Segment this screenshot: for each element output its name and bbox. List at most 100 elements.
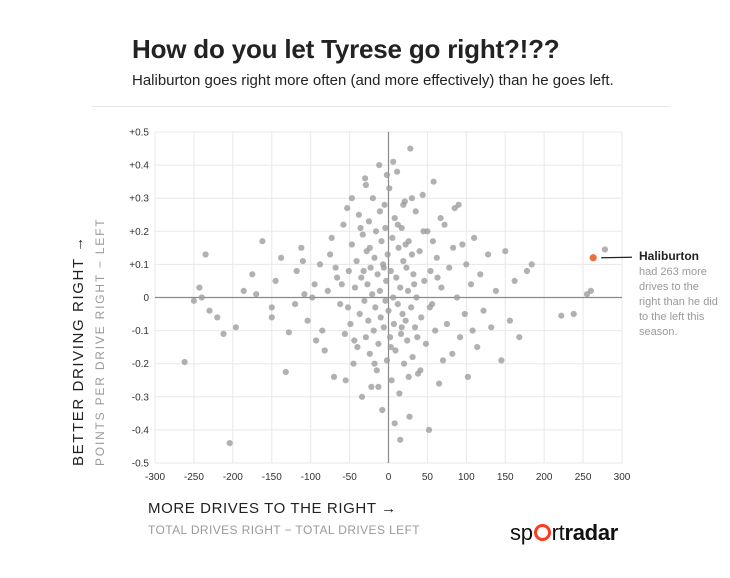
data-point: [387, 267, 394, 275]
data-point: [516, 334, 523, 341]
data-point: [405, 373, 412, 380]
data-point: [402, 317, 409, 324]
data-point: [382, 224, 389, 232]
data-point: [348, 195, 355, 202]
data-point: [311, 281, 318, 288]
data-point: [282, 368, 289, 376]
data-point: [380, 324, 387, 331]
data-point: [498, 357, 505, 364]
data-point: [272, 277, 279, 284]
data-point: [304, 317, 311, 324]
data-point: [327, 251, 334, 258]
data-point: [427, 267, 434, 275]
data-point: [426, 304, 433, 311]
data-point: [362, 334, 369, 341]
data-point: [370, 327, 377, 334]
data-point: [383, 171, 390, 179]
data-point: [362, 175, 369, 182]
x-tick-label: 0: [386, 472, 392, 483]
data-point: [384, 251, 391, 258]
data-point: [411, 324, 419, 331]
data-point: [355, 211, 362, 218]
data-point: [357, 224, 364, 232]
x-tick-label: -150: [262, 472, 282, 483]
data-point: [528, 261, 535, 268]
y-tick-labels: -0.5 -0.4 -0.3 -0.2 -0.1 0 +0.1 +0.2 +0.3 +0.4 +0.…: [129, 128, 149, 470]
data-point: [449, 350, 456, 357]
data-point: [190, 297, 197, 304]
data-point: [341, 330, 348, 337]
data-point: [214, 314, 221, 321]
data-point: [419, 191, 426, 198]
data-point: [434, 274, 441, 281]
data-point: [390, 294, 397, 301]
data-point: [374, 271, 381, 278]
data-point: [371, 360, 378, 367]
y-tick-label: +0.4: [129, 161, 149, 172]
data-point: [332, 264, 339, 271]
y-axis-subtitle: POINTS PER DRIVE RIGHT − LEFT: [93, 217, 107, 466]
data-point: [358, 393, 366, 400]
data-point: [469, 327, 476, 334]
data-point: [394, 221, 401, 228]
data-point: [443, 320, 450, 328]
data-point: [397, 330, 405, 337]
data-point: [397, 284, 404, 291]
data-point: [441, 221, 448, 228]
data-point: [301, 291, 308, 298]
data-point: [400, 258, 407, 265]
data-point: [430, 178, 437, 185]
data-point: [409, 354, 416, 361]
y-tick-label: -0.1: [132, 326, 150, 337]
data-point: [365, 317, 372, 324]
data-point: [463, 261, 470, 268]
data-point: [395, 244, 402, 251]
data-point: [181, 358, 188, 366]
data-point: [502, 248, 509, 255]
data-point: [467, 281, 475, 288]
data-point: [387, 334, 394, 341]
data-point: [383, 277, 390, 284]
data-point: [399, 310, 406, 318]
x-tick-labels: -300 -250 -200 -150 -100 -50 0 50 100 150 200 250 30…: [145, 472, 631, 483]
data-point: [414, 334, 421, 341]
x-tick-label: 150: [497, 472, 514, 483]
data-point: [348, 241, 355, 248]
data-point: [360, 267, 367, 275]
data-point: [376, 287, 383, 294]
data-point: [351, 337, 358, 344]
data-point: [453, 294, 461, 301]
data-point: [425, 426, 433, 433]
data-point: [450, 244, 457, 251]
data-point: [439, 357, 447, 364]
data-point: [321, 347, 328, 354]
data-point: [401, 360, 408, 367]
data-point: [471, 234, 478, 241]
data-point: [356, 310, 363, 318]
y-tick-label: +0.1: [129, 260, 149, 271]
data-point: [457, 334, 464, 341]
data-point: [474, 344, 481, 351]
data-point: [340, 221, 347, 228]
data-point: [372, 228, 380, 235]
data-point: [364, 281, 371, 288]
data-point: [422, 340, 429, 347]
data-point: [391, 420, 398, 427]
data-point: [413, 294, 420, 301]
data-point: [379, 406, 386, 414]
data-point: [438, 284, 445, 291]
haliburton-point: [589, 254, 597, 262]
data-point: [558, 312, 565, 319]
data-point: [198, 294, 205, 301]
data-point: [601, 246, 609, 253]
x-tick-label: 50: [422, 472, 434, 483]
data-point: [369, 195, 376, 202]
data-point: [240, 287, 247, 294]
data-point: [338, 281, 345, 288]
data-point: [368, 383, 375, 390]
data-point: [461, 310, 468, 318]
data-point: [398, 324, 405, 331]
x-tick-label: -100: [301, 472, 321, 483]
data-point: [418, 314, 425, 321]
data-point: [488, 324, 495, 331]
